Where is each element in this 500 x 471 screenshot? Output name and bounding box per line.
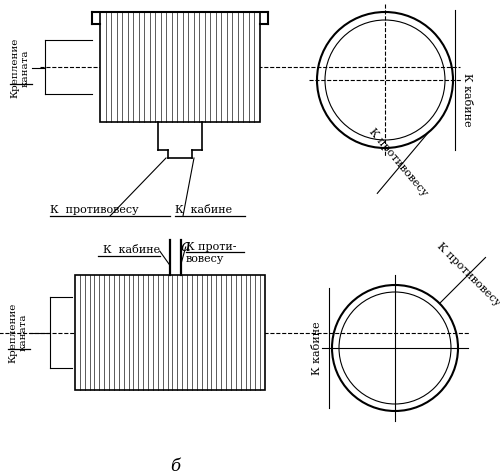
Text: К  кабине: К кабине [175, 205, 232, 215]
Text: Крепление
каната: Крепление каната [8, 302, 28, 363]
Bar [75, 275, 265, 390]
Bar [100, 12, 260, 122]
Text: К  противовесу: К противовесу [50, 205, 138, 215]
Text: К кабине: К кабине [462, 73, 472, 127]
Text: б: б [170, 458, 180, 471]
Text: К  кабине: К кабине [102, 245, 160, 255]
Text: К противовесу: К противовесу [367, 127, 429, 199]
Text: а: а [180, 238, 190, 255]
Text: Крепление
каната: Крепление каната [10, 38, 29, 98]
Text: К кабине: К кабине [312, 321, 322, 375]
Text: К противовесу: К противовесу [435, 241, 500, 308]
Text: К проти-
вовесу: К проти- вовесу [186, 242, 236, 264]
